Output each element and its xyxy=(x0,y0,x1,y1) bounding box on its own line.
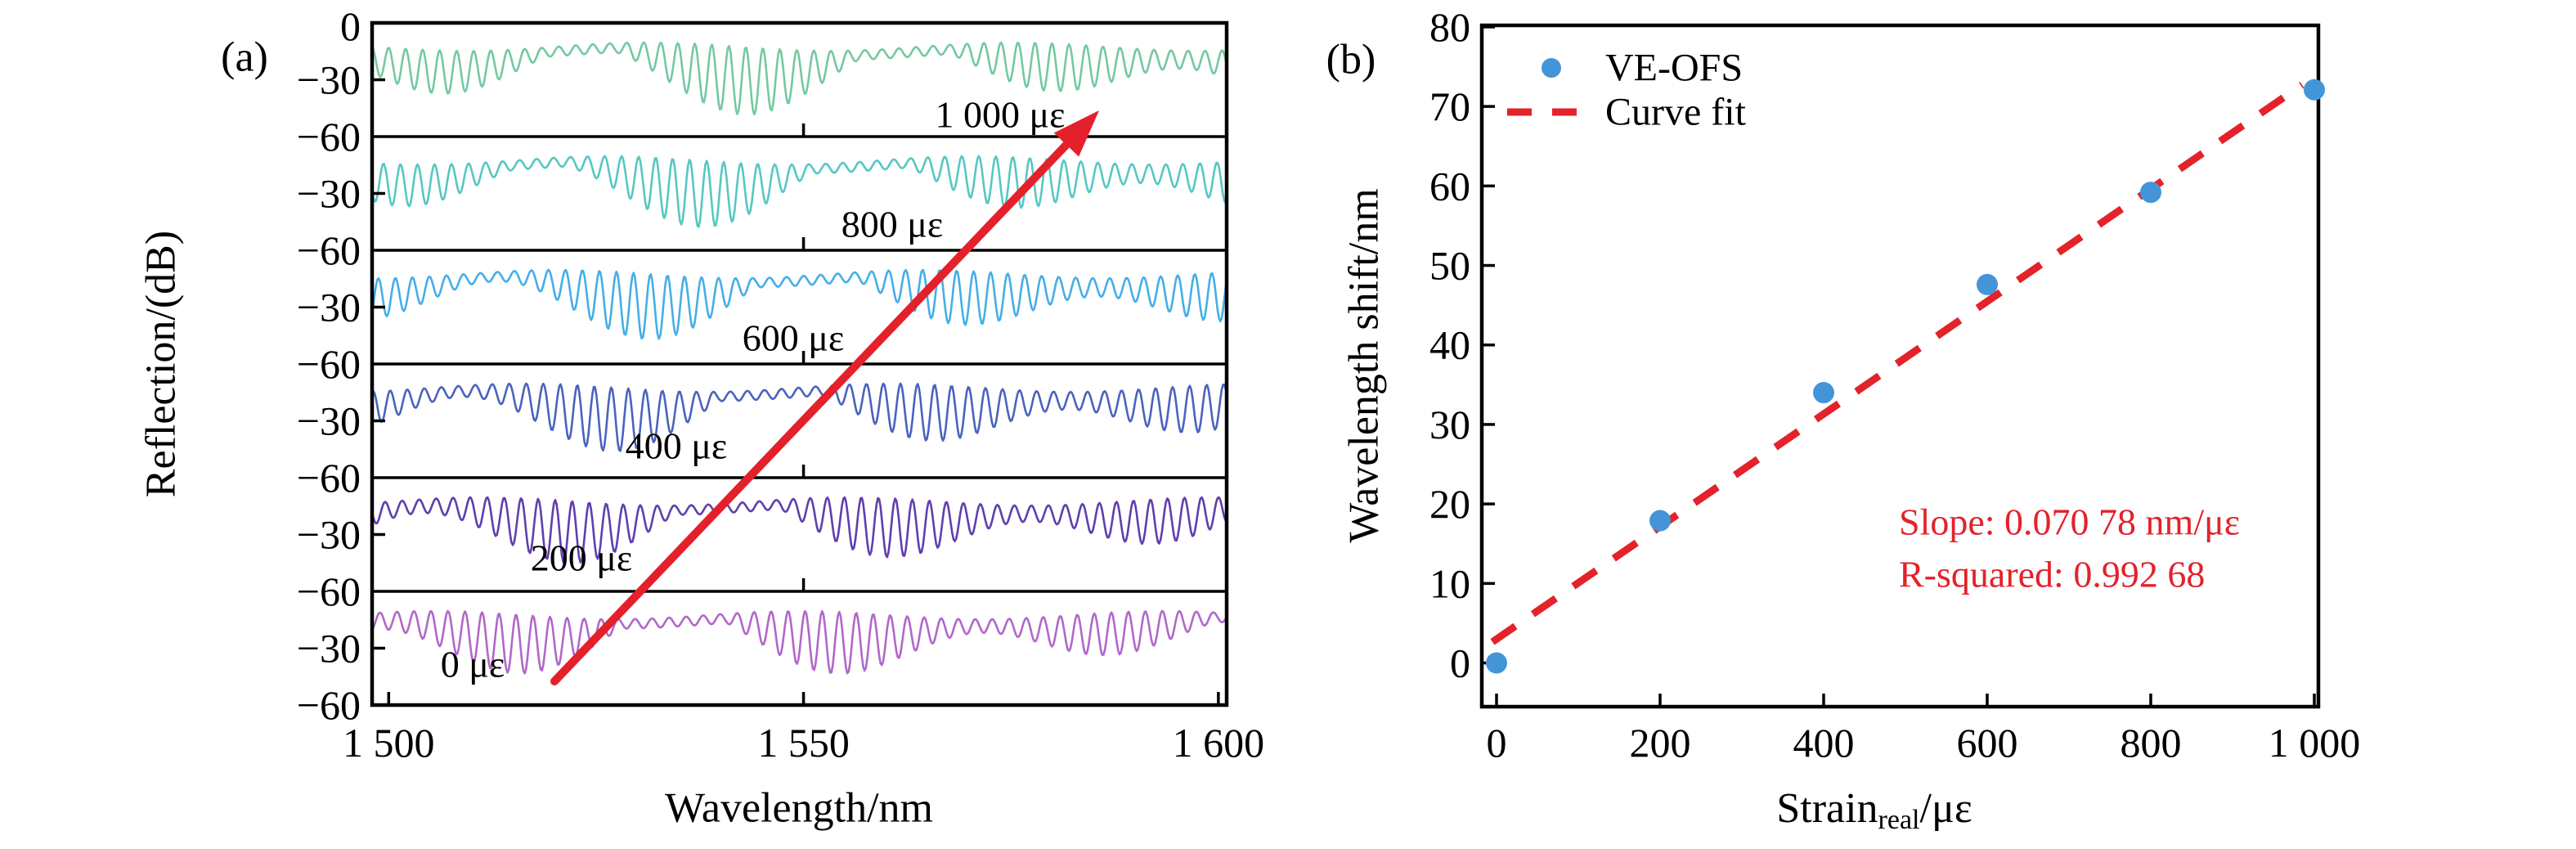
data-point-600ue xyxy=(1977,273,1998,295)
panel-b-frame xyxy=(1479,23,2321,709)
x-tick-label: 1 500 xyxy=(343,720,435,766)
y-tick-label: 50 xyxy=(1429,243,1470,289)
data-point-1000ue xyxy=(2304,79,2325,101)
spectrum-trace-0ue xyxy=(370,609,1227,675)
spectrum-trace-400ue xyxy=(371,382,1227,452)
y-tick-label: −30 xyxy=(297,285,361,330)
y-tick-label: −60 xyxy=(297,682,361,728)
y-tick-label: −60 xyxy=(297,455,361,501)
y-tick-label: −60 xyxy=(297,114,361,159)
y-tick-label: 60 xyxy=(1429,163,1470,209)
x-tick-label: 200 xyxy=(1630,720,1691,766)
x-tick-label: 1 600 xyxy=(1173,720,1265,766)
strain-value-label: 1 000 με xyxy=(936,94,1066,136)
y-tick-label: −60 xyxy=(297,568,361,614)
x-tick-label: 600 xyxy=(1957,720,2018,766)
curve-fit-line xyxy=(1490,82,2304,645)
strain-value-label: 600 με xyxy=(743,317,844,359)
strain-increase-arrow-shaft xyxy=(550,137,1075,685)
panel-a-letter: (a) xyxy=(221,34,268,81)
panel-b-x-axis-title: Strainreal/με xyxy=(1776,785,1972,835)
data-point-800ue xyxy=(2140,182,2161,204)
x-tick-label: 1 550 xyxy=(757,720,850,766)
y-tick-label: 70 xyxy=(1429,83,1470,129)
legend-label-curve-fit: Curve fit xyxy=(1605,91,1747,134)
strain-value-label: 0 με xyxy=(441,644,505,685)
y-tick-label: 40 xyxy=(1429,322,1470,368)
legend-label-ve-ofs: VE-OFS xyxy=(1605,47,1743,90)
data-point-200ue xyxy=(1649,510,1671,532)
panel-b-wavelength-shift-scatter: 0 200 400 600 800 1 000 0 10 20 30 40 50 60 70 80 VE-OF… xyxy=(1326,4,2361,835)
panel-b-y-axis-title: Wavelength shift/nm xyxy=(1341,188,1388,542)
data-point-0ue xyxy=(1486,652,1507,674)
y-tick-label: 30 xyxy=(1429,402,1470,447)
y-tick-label: −30 xyxy=(297,57,361,103)
legend-marker-dot xyxy=(1542,58,1561,78)
strain-value-label: 400 με xyxy=(626,425,727,467)
x-tick-label: 1 000 xyxy=(2269,720,2361,766)
spectrum-trace-800ue xyxy=(370,155,1227,228)
spectrum-trace-1000ue xyxy=(370,41,1227,116)
spectrum-trace-600ue xyxy=(370,268,1227,340)
y-tick-label: −60 xyxy=(297,227,361,273)
y-tick-label: −60 xyxy=(297,341,361,387)
strain-value-label: 800 με xyxy=(841,204,943,245)
y-tick-label: −30 xyxy=(297,398,361,444)
y-tick-label: 10 xyxy=(1429,560,1470,606)
y-tick-label: −30 xyxy=(297,171,361,217)
x-tick-label: 400 xyxy=(1793,720,1855,766)
r-squared-annotation: R-squared: 0.992 68 xyxy=(1899,554,2205,595)
x-tick-label: 0 xyxy=(1487,720,1507,766)
y-tick-label: −30 xyxy=(297,512,361,558)
y-tick-label: 0 xyxy=(1450,640,1470,686)
y-tick-label: 0 xyxy=(340,3,361,49)
x-tick-label: 800 xyxy=(2120,720,2182,766)
y-tick-label: 80 xyxy=(1429,4,1470,50)
spectrum-trace-200ue xyxy=(370,496,1227,564)
strain-value-label: 200 με xyxy=(531,537,632,579)
data-point-400ue xyxy=(1813,382,1834,404)
panel-b-letter: (b) xyxy=(1326,37,1376,83)
panel-a-frame xyxy=(370,20,1229,708)
y-tick-label: −30 xyxy=(297,626,361,672)
y-tick-label: 20 xyxy=(1429,481,1470,527)
panel-a-y-axis-title: Reflection/(dB) xyxy=(138,231,185,497)
strain-increase-arrow-head xyxy=(1053,110,1099,157)
slope-annotation: Slope: 0.070 78 nm/με xyxy=(1899,501,2240,543)
panel-a-x-axis-title: Wavelength/nm xyxy=(665,785,933,832)
panel-a-reflection-spectra: 1 500 1 550 1 600 0 −30 −60 −30 −60 −30 −60 −30 −60… xyxy=(138,3,1265,832)
